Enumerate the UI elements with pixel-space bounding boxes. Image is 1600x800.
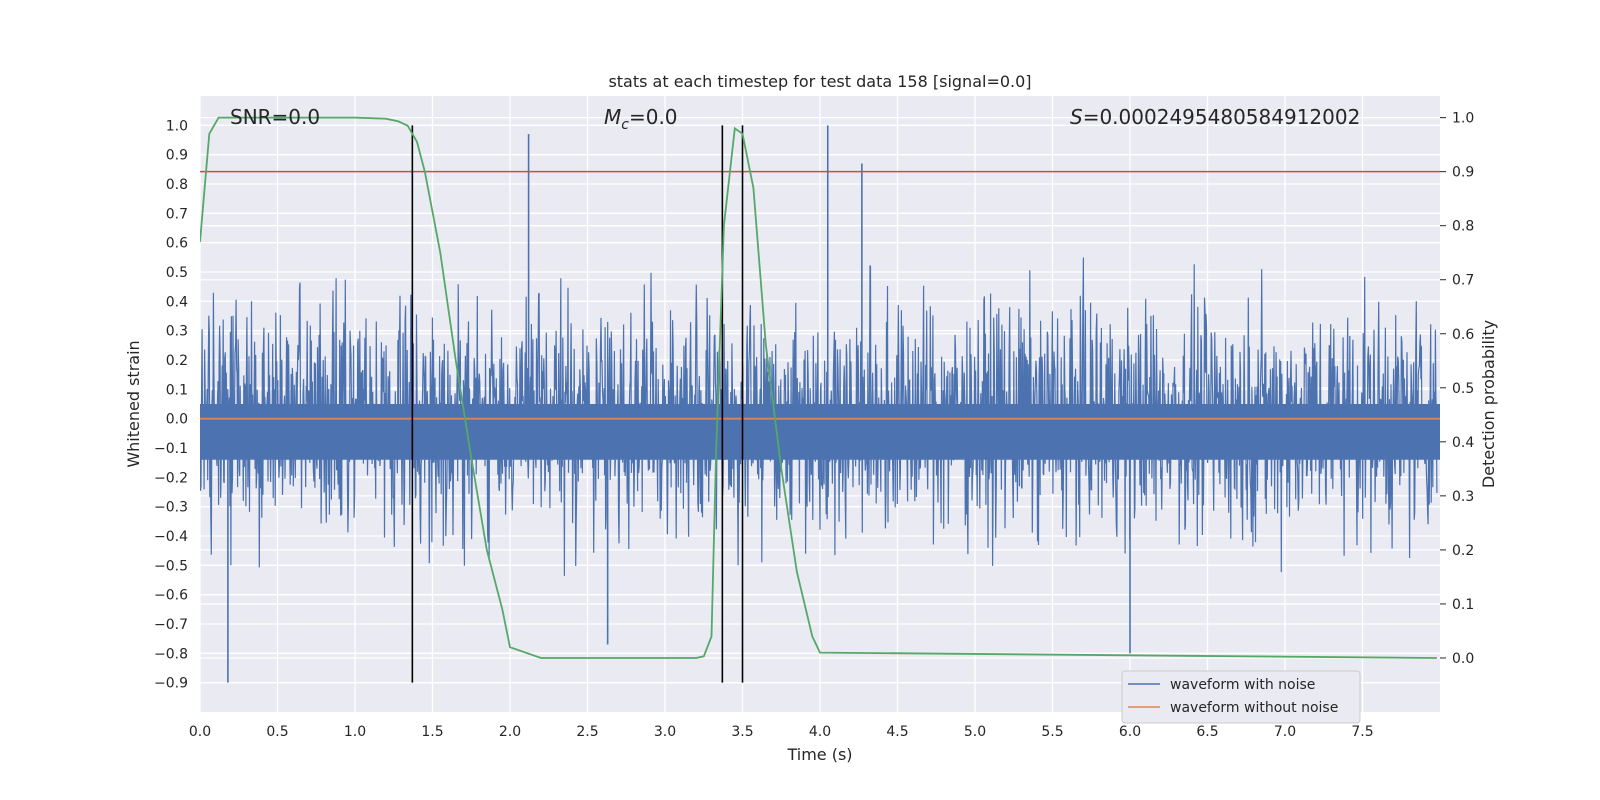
series-waveform-with-noise [200, 125, 1440, 683]
y-tick-label: −0.3 [154, 500, 188, 516]
y-tick-label: 0.6 [166, 236, 188, 252]
y-axis-label: Whitened strain [124, 340, 143, 467]
series-lines [200, 116, 1440, 683]
y-right-tick-label: 0.9 [1452, 165, 1474, 181]
y-right-tick-label: 0.5 [1452, 381, 1474, 397]
y-right-tick-label: 0.1 [1452, 597, 1474, 613]
legend-label-noise: waveform with noise [1170, 677, 1315, 693]
y-tick-label: 0.4 [166, 294, 188, 310]
x-tick-label: 5.5 [1041, 724, 1063, 740]
y-right-tick-label: 0.8 [1452, 219, 1474, 235]
series-detection-probability [200, 116, 1437, 659]
y-tick-label: 0.8 [166, 177, 188, 193]
x-tick-label: 7.5 [1351, 724, 1373, 740]
y-axis-right: 1.0 0.9 0.8 0.7 0.6 0.5 0.4 0.3 0.2 0.1 0.0 [1440, 111, 1474, 667]
y-tick-label: −0.1 [154, 441, 188, 457]
y-tick-label: 1.0 [166, 118, 188, 134]
y-tick-label: −0.6 [154, 588, 188, 604]
x-tick-label: 1.0 [344, 724, 366, 740]
x-axis-label: Time (s) [786, 745, 852, 764]
x-tick-label: 3.5 [731, 724, 753, 740]
y-tick-label: −0.2 [154, 470, 188, 486]
y-tick-label: 0.9 [166, 148, 188, 164]
x-tick-label: 4.0 [809, 724, 831, 740]
y-right-tick-label: 0.0 [1452, 651, 1474, 667]
y-tick-label: 0.5 [166, 265, 188, 281]
x-tick-label: 0.5 [266, 724, 288, 740]
y-tick-label: −0.4 [154, 529, 188, 545]
y-right-tick-label: 1.0 [1452, 111, 1474, 127]
legend: waveform with noise waveform without noi… [1121, 670, 1361, 724]
chirp-mass-annotation: Mc=0.0 [604, 105, 678, 133]
y-axis-left: 1.0 0.9 0.8 0.7 0.6 0.5 0.4 0.3 0.2 0.1 0.0 −0.1 −0.… [154, 118, 188, 691]
y-right-tick-label: 0.2 [1452, 543, 1474, 559]
noise-dense-band [200, 404, 1440, 460]
y-right-tick-label: 0.4 [1452, 435, 1474, 451]
y-tick-label: 0.1 [166, 382, 188, 398]
legend-label-no-noise: waveform without noise [1170, 700, 1338, 716]
x-tick-label: 3.0 [654, 724, 676, 740]
x-tick-label: 6.5 [1196, 724, 1218, 740]
y-tick-label: 0.0 [166, 412, 188, 428]
y-axis-right-label: Detection probability [1479, 320, 1498, 488]
y-tick-label: −0.5 [154, 558, 188, 574]
y-tick-label: −0.7 [154, 617, 188, 633]
x-tick-label: 6.0 [1119, 724, 1141, 740]
x-tick-label: 0.0 [189, 724, 211, 740]
snr-annotation: SNR=0.0 [230, 105, 320, 129]
x-tick-label: 4.5 [886, 724, 908, 740]
legend-box [1121, 670, 1361, 724]
y-tick-label: 0.3 [166, 324, 188, 340]
y-tick-label: 0.2 [166, 353, 188, 369]
y-right-tick-label: 0.3 [1452, 489, 1474, 505]
y-tick-label: 0.7 [166, 206, 188, 222]
y-right-tick-label: 0.6 [1452, 327, 1474, 343]
x-tick-label: 7.0 [1274, 724, 1296, 740]
chart-title: stats at each timestep for test data 158… [608, 72, 1031, 91]
x-axis: 0.0 0.5 1.0 1.5 2.0 2.5 3.0 3.5 4.0 4.5 5.0 5.5 6.0 6… [189, 724, 1374, 740]
s-statistic-annotation: S=0.0002495480584912002 [1070, 105, 1360, 129]
x-tick-label: 2.0 [499, 724, 521, 740]
y-right-tick-label: 0.7 [1452, 273, 1474, 289]
y-tick-label: −0.8 [154, 646, 188, 662]
x-tick-label: 2.5 [576, 724, 598, 740]
x-tick-label: 1.5 [421, 724, 443, 740]
y-tick-label: −0.9 [154, 676, 188, 692]
x-tick-label: 5.0 [964, 724, 986, 740]
